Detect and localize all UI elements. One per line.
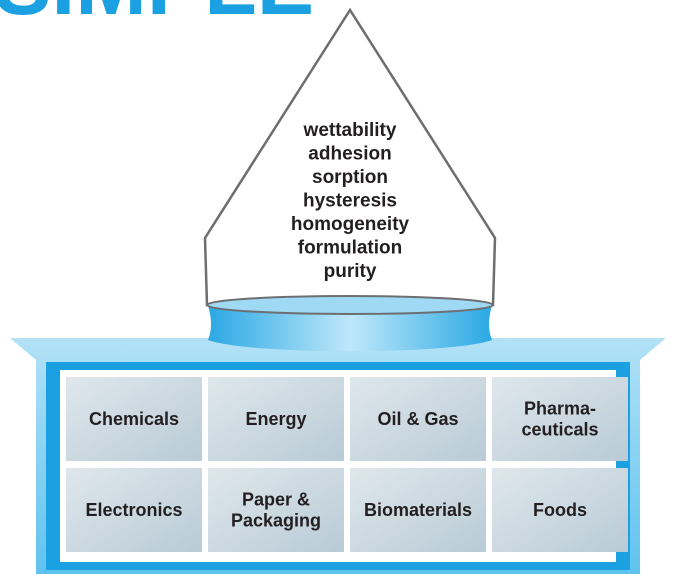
industry-label: Paper & xyxy=(242,490,310,510)
property: formulation xyxy=(298,238,403,259)
flask-rim xyxy=(206,295,494,315)
property: hysteresis xyxy=(303,191,397,212)
industry-label: ceuticals xyxy=(521,420,598,440)
industry-tile xyxy=(350,468,486,552)
property: purity xyxy=(324,261,377,282)
industry-label: Oil & Gas xyxy=(377,409,458,429)
title: SIMPLE xyxy=(0,0,314,33)
property: sorption xyxy=(312,167,388,188)
industry-tile xyxy=(492,377,628,461)
industry-tile xyxy=(208,377,344,461)
industry-tile xyxy=(208,468,344,552)
industry-tile xyxy=(66,377,202,461)
neck xyxy=(208,305,492,352)
industry-label: Biomaterials xyxy=(364,500,472,520)
industry-label: Pharma- xyxy=(524,399,596,419)
industry-label: Packaging xyxy=(231,511,321,531)
industry-tile xyxy=(350,377,486,461)
industry-label: Energy xyxy=(245,409,306,429)
property: wettability xyxy=(303,120,397,141)
industry-label: Electronics xyxy=(85,500,182,520)
industry-tile xyxy=(492,468,628,552)
industry-label: Foods xyxy=(533,500,587,520)
industry-tile xyxy=(66,468,202,552)
property: homogeneity xyxy=(291,214,410,235)
industry-label: Chemicals xyxy=(89,409,179,429)
property: adhesion xyxy=(308,144,391,165)
